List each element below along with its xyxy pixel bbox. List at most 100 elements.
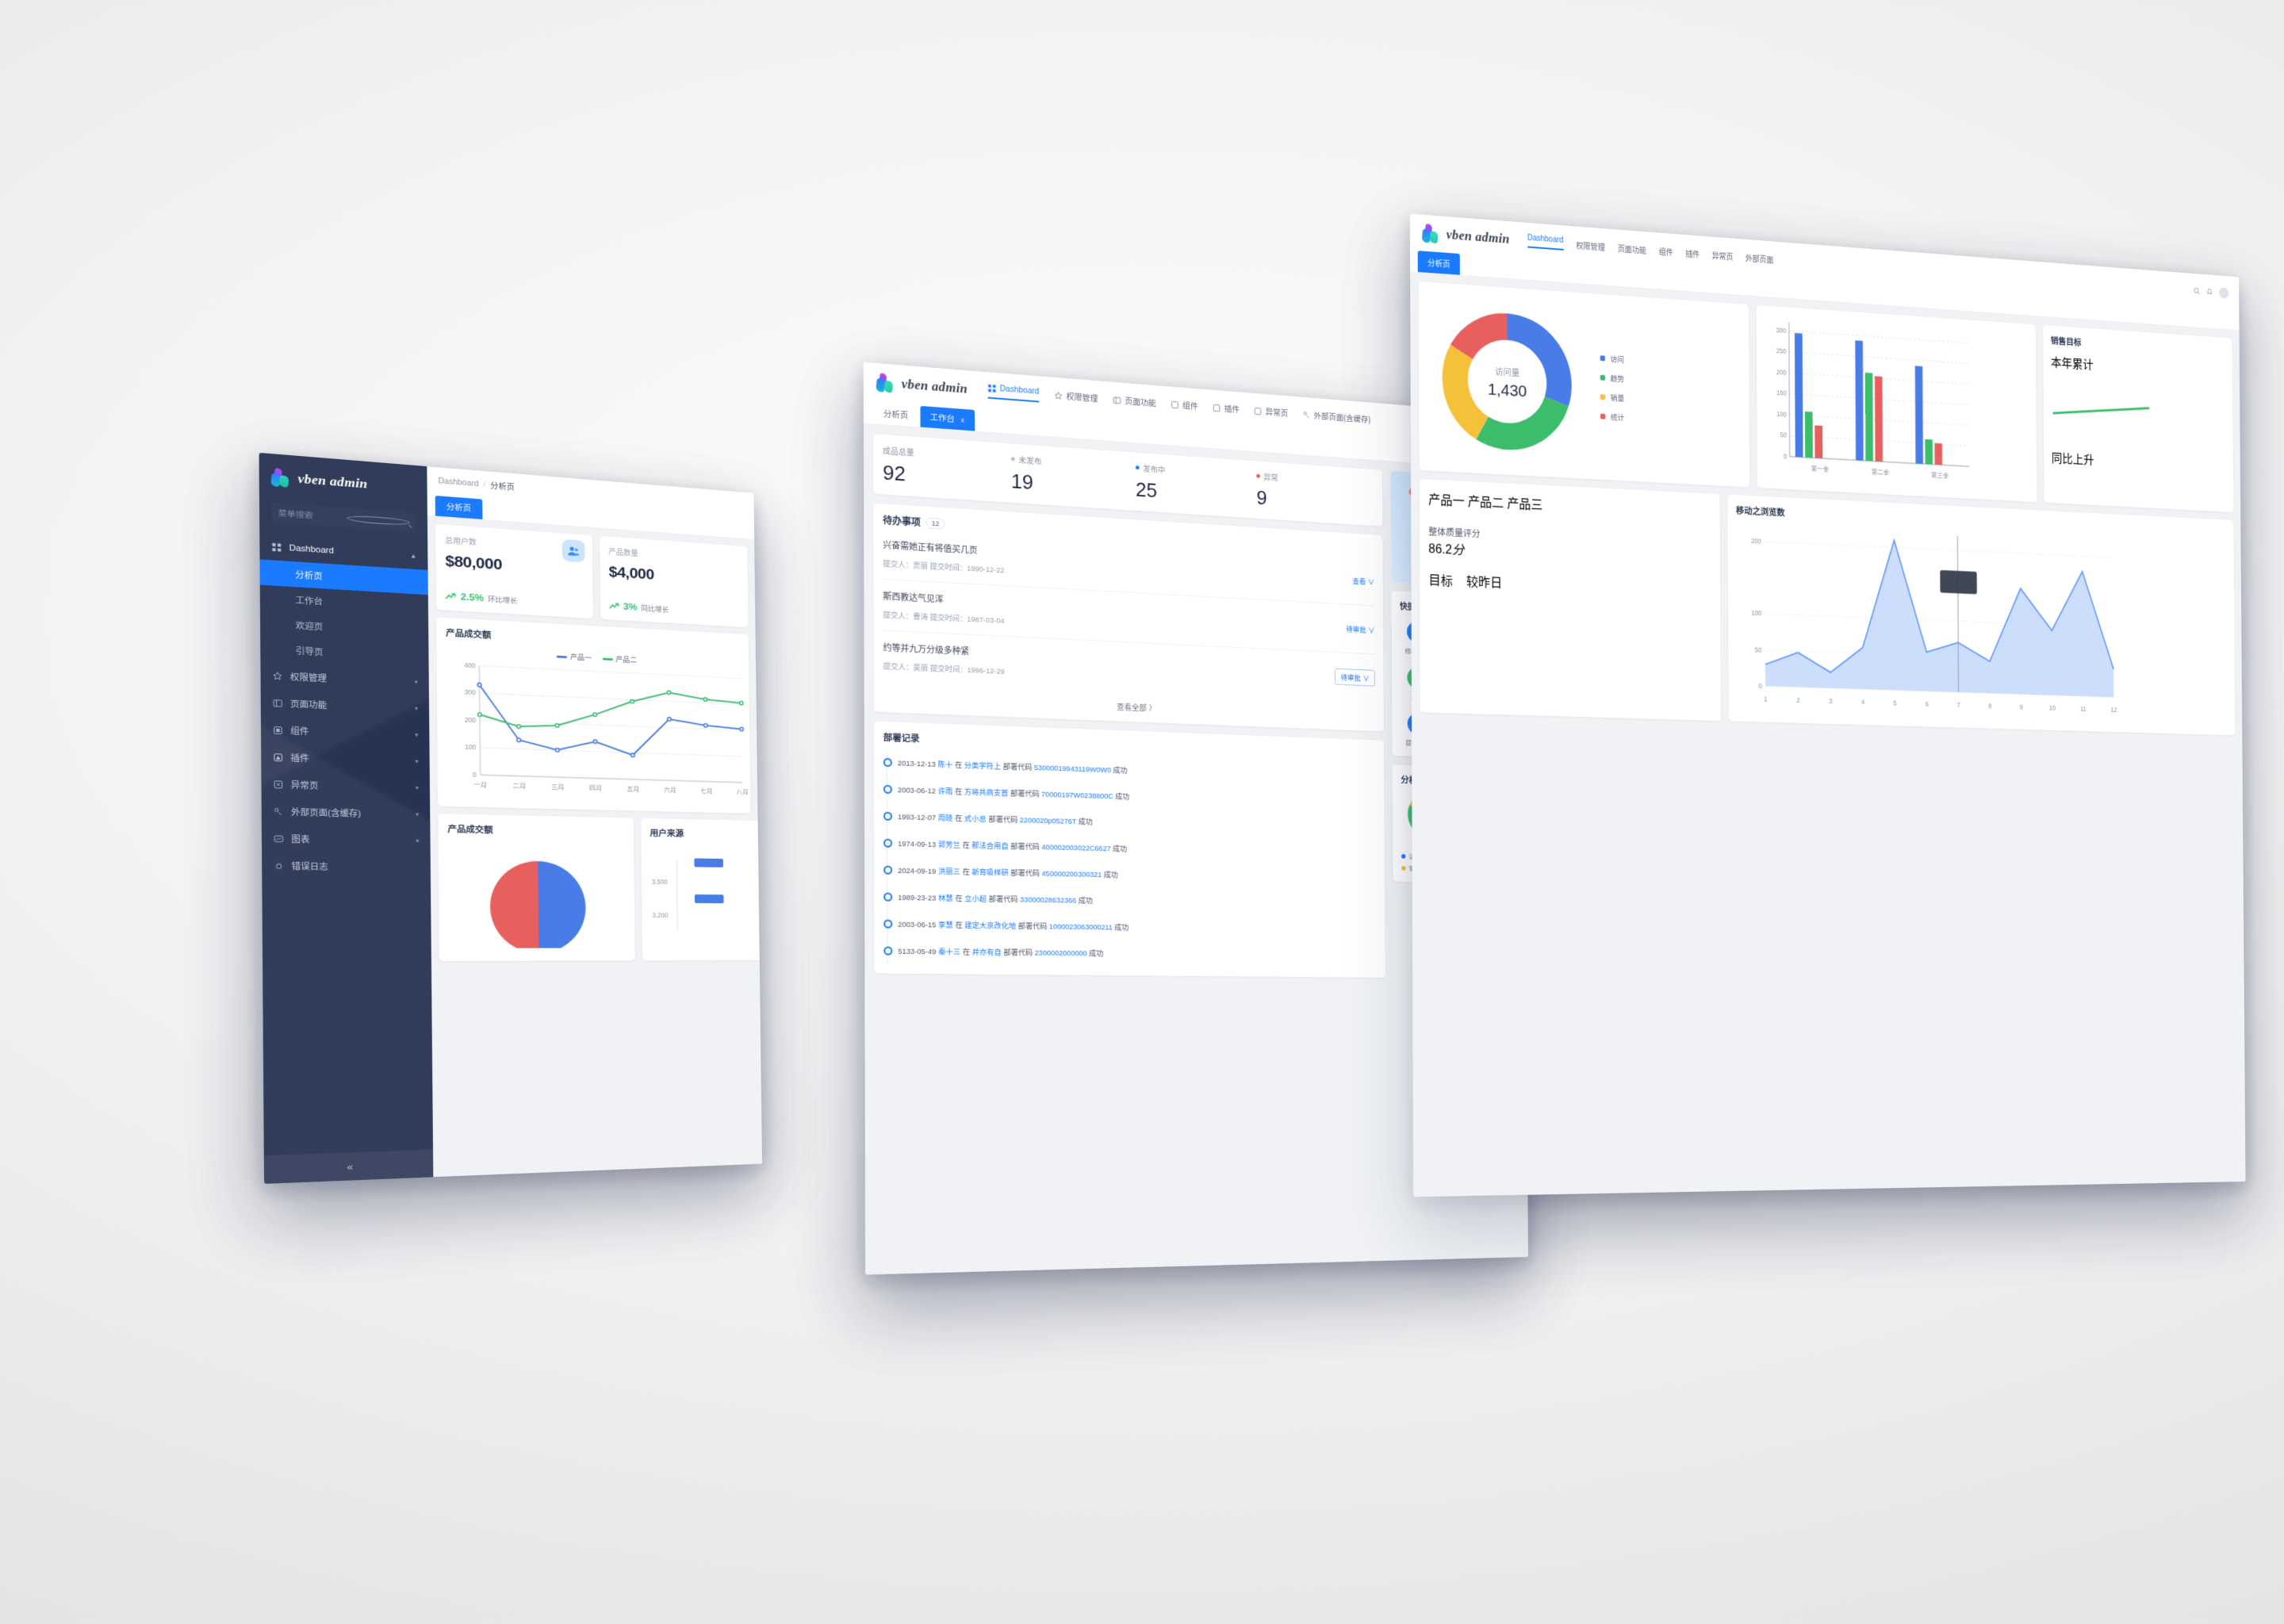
svg-text:第三季: 第三季 [1931, 471, 1949, 480]
svg-text:0: 0 [1784, 452, 1788, 460]
nav-item-dashboard: Dashboard [987, 382, 1040, 403]
product-sales-line-chart: 0 100 200 300 400 一月 二月 三月 四月 五月 六月 七月 八月 [464, 662, 749, 796]
deploy-code: 2200020p05276T [1019, 816, 1077, 826]
svg-text:二月: 二月 [513, 783, 527, 790]
breadcrumb-current: 分析页 [490, 481, 515, 492]
nav-item-外部页面: 外部页面 [1746, 251, 1774, 265]
kpi-percent: 3% [623, 600, 638, 613]
todo-action: 查看 ∨ [1352, 577, 1375, 588]
sidebar-item-external-page: 外部页面(含缓存) ▾ [262, 797, 431, 827]
sidebar-collapse-button: « [263, 1149, 434, 1184]
svg-text:五月: 五月 [627, 786, 639, 793]
svg-text:7: 7 [1956, 701, 1960, 709]
tab-product-1: 产品一 [1428, 493, 1465, 509]
deploy-user: 林慧 [937, 894, 953, 903]
charts-row: 访问量 1,430 访问趋势销量统计 0 50 100 150 200 250 300 第一季… [1418, 281, 2234, 512]
kpi-card-total-users: 总用户数 $80,000 2.5% 环比增长 [435, 523, 593, 619]
deploy-code: 70000197W0238800C [1041, 790, 1113, 802]
mid-left-column: 成品总量 92 未发布 19 发布中 25 异常 9 [873, 434, 1385, 978]
legend-label: 趋势 [1610, 374, 1625, 385]
sidebar-subitem-label: 工作台 [295, 596, 324, 607]
sales-trend-sparkline [2051, 382, 2150, 440]
brand-name: vben admin [901, 376, 968, 396]
sidebar-item-exception: 异常页 ▾ [262, 770, 431, 801]
svg-text:12: 12 [2110, 706, 2117, 714]
nav-label: 权限管理 [1066, 392, 1098, 404]
sidebar-item-label: 错误日志 [291, 861, 328, 872]
deploy-code: 33000028632366 [1020, 895, 1077, 906]
left-sidebar: vben admin 菜单搜索 Dashboard ▲ 分析页 工作台 欢迎页 … [259, 453, 434, 1184]
deploy-user: 秦十三 [938, 948, 961, 957]
sidebar-item-error-log: 错误日志 [262, 852, 431, 881]
deploy-code: 2300002000000 [1034, 948, 1087, 959]
grid-icon [987, 384, 996, 393]
trend-up-icon [609, 602, 619, 610]
stat-value: 19 [1010, 469, 1033, 494]
stat-total: 成品总量 92 [883, 444, 1011, 493]
nav-item-page-function: 页面功能 [1113, 394, 1156, 411]
exception-icon [274, 779, 284, 789]
kpi-title: 产品数量 [608, 548, 638, 558]
chevron-down-icon: ▾ [414, 678, 418, 686]
svg-text:2: 2 [1796, 696, 1800, 704]
deploy-target: 方将共商支首 [964, 787, 1009, 799]
nav-item-external-page: 外部页面(含缓存) [1302, 408, 1370, 427]
axis-tick: 3,200 [653, 912, 669, 919]
plugin-icon [1213, 404, 1221, 412]
svg-text:六月: 六月 [664, 786, 676, 794]
score-note-right: 较昨日 [1466, 576, 1503, 591]
donut-center-value: 1,430 [1488, 380, 1527, 400]
chevron-down-icon: ▾ [415, 784, 419, 791]
nav-item-Dashboard: Dashboard [1527, 233, 1564, 251]
svg-text:100: 100 [1751, 609, 1761, 617]
avatar [2218, 286, 2229, 299]
stat-value: 25 [1135, 477, 1158, 503]
deploy-target: 那法合用自 [971, 841, 1009, 852]
brand-name: vben admin [297, 471, 368, 492]
sidebar-item-label: 页面功能 [290, 699, 328, 710]
svg-text:3: 3 [1829, 697, 1832, 705]
kpi-value: $4,000 [608, 563, 654, 584]
nav-label: 异常页 [1265, 407, 1289, 419]
legend-item: 销量 [1600, 391, 1624, 404]
sidebar-subitem-label: 欢迎页 [295, 621, 324, 632]
deploy-user: 洪丽三 [937, 867, 960, 877]
deploy-code: 450000200300321 [1041, 869, 1102, 879]
left-main-area: Dashboard / 分析页 分析页 总用户数 $80,000 2.5% 环比… [427, 466, 762, 1178]
svg-text:0: 0 [1758, 682, 1762, 690]
status-dot [1010, 457, 1015, 462]
visits-donut-chart: 访问量 1,430 [1432, 298, 1581, 464]
svg-text:一月: 一月 [473, 781, 487, 788]
detail-row: 产品一 产品二 产品三 整体质量评分 86.2分 目标 较昨日 移动之浏览数 0… [1419, 478, 2236, 736]
vben-logo-icon [1421, 223, 1439, 243]
deploy-target: 并亦有自 [971, 948, 1002, 958]
menu-search-placeholder: 菜单搜索 [278, 508, 313, 521]
brand-name: vben admin [1446, 227, 1510, 247]
nav-label: Dashboard [1527, 233, 1564, 245]
exception-icon [1254, 407, 1262, 416]
chevron-down-icon: ▾ [415, 731, 419, 739]
bar-chart-card: 0 50 100 150 200 250 300 第一季 第二季 第三季 [1756, 304, 2037, 503]
chart-icon [274, 833, 284, 843]
legend-label: 访问 [1610, 355, 1624, 365]
user-source-card: 用户来源 3,500 3,200 [641, 818, 762, 961]
nav-label: 插件 [1224, 404, 1240, 415]
score-notes: 目标 较昨日 [1428, 569, 1711, 599]
status-dot [1256, 473, 1260, 478]
stat-unpublished: 未发布 19 [1010, 453, 1136, 501]
card-footnote: 同比上升 [2051, 452, 2094, 468]
status-dot [1135, 465, 1140, 470]
nav-item-异常页: 异常页 [1712, 249, 1734, 262]
svg-text:11: 11 [2080, 705, 2087, 713]
collapse-icon: « [347, 1160, 353, 1173]
deploy-target: 分类字符上 [964, 761, 1002, 772]
tab-analysis: 分析页 [435, 496, 483, 519]
bottom-card-row: 产品成交额 用户来源 3,500 3,200 [438, 814, 762, 961]
score-note-left: 目标 [1428, 574, 1453, 589]
tab-label: 工作台 [929, 412, 955, 424]
breadcrumb-separator: / [483, 480, 486, 489]
deploy-target: 新育吸样研 [971, 868, 1009, 878]
kpi-note: 同比增长 [641, 604, 669, 615]
svg-text:100: 100 [465, 744, 477, 751]
